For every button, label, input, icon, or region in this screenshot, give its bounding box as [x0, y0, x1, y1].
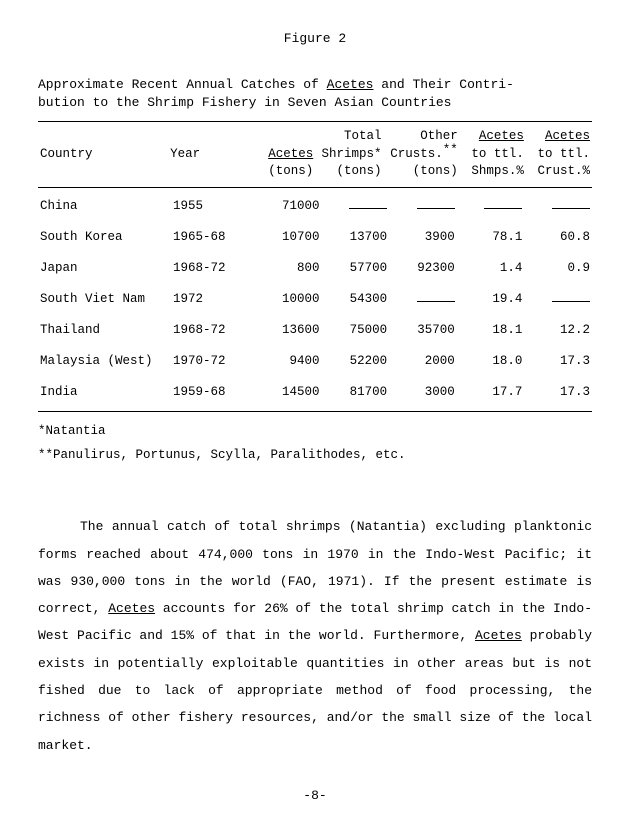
cell [524, 284, 592, 315]
footnote-1: *Natantia [38, 420, 592, 444]
page-number: -8- [38, 787, 592, 805]
footnote-2: **Panulirus, Portunus, Scylla, Paralitho… [38, 444, 592, 468]
cell: 800 [254, 253, 322, 284]
cell: South Viet Nam [38, 284, 171, 315]
hdr-crusts: OtherCrusts.**(tons) [383, 125, 459, 184]
cell: 3900 [389, 222, 457, 253]
cell: 1968-72 [171, 253, 254, 284]
cell: 81700 [322, 377, 390, 408]
data-table: Country Year Acetes(tons) TotalShrimps*(… [38, 125, 592, 184]
caption-acetes: Acetes [327, 77, 374, 92]
data-table-body: China195571000South Korea1965-6810700137… [38, 191, 592, 408]
cell: 18.0 [457, 346, 525, 377]
hdr-shrimps: TotalShrimps*(tons) [315, 125, 383, 184]
cell: 13600 [254, 315, 322, 346]
table-header: Country Year Acetes(tons) TotalShrimps*(… [38, 125, 592, 184]
table-row: South Viet Nam19721000054300 19.4 [38, 284, 592, 315]
cell: 10700 [254, 222, 322, 253]
para-text: probably exists in potentially exploitab… [38, 628, 592, 752]
cell: South Korea [38, 222, 171, 253]
cell: 13700 [322, 222, 390, 253]
cell: 1959-68 [171, 377, 254, 408]
cell: 75000 [322, 315, 390, 346]
cell: 2000 [389, 346, 457, 377]
cell: 12.2 [524, 315, 592, 346]
cell: 71000 [254, 191, 322, 222]
cell: 18.1 [457, 315, 525, 346]
cell: 92300 [389, 253, 457, 284]
cell [457, 191, 525, 222]
hdr-acetes: Acetes(tons) [249, 125, 315, 184]
cell: Japan [38, 253, 171, 284]
cell: 3000 [389, 377, 457, 408]
cell: 35700 [389, 315, 457, 346]
cell: 1968-72 [171, 315, 254, 346]
cell: 1955 [171, 191, 254, 222]
para-acetes: Acetes [108, 601, 155, 616]
table-row: India1959-681450081700300017.717.3 [38, 377, 592, 408]
cell: 54300 [322, 284, 390, 315]
cell: 10000 [254, 284, 322, 315]
cell: 78.1 [457, 222, 525, 253]
cell: 60.8 [524, 222, 592, 253]
cell: 17.7 [457, 377, 525, 408]
hdr-a2c: Acetesto ttl.Crust.% [526, 125, 592, 184]
cell: 57700 [322, 253, 390, 284]
cell: Malaysia (West) [38, 346, 171, 377]
table-row: China195571000 [38, 191, 592, 222]
cell: 1970-72 [171, 346, 254, 377]
hdr-country: Country [38, 125, 168, 184]
cell [322, 191, 390, 222]
table-row: South Korea1965-681070013700390078.160.8 [38, 222, 592, 253]
cell: 52200 [322, 346, 390, 377]
cell: 1972 [171, 284, 254, 315]
cell: China [38, 191, 171, 222]
table-rule-mid [38, 187, 592, 188]
cell: 17.3 [524, 346, 592, 377]
cell: 14500 [254, 377, 322, 408]
cell [524, 191, 592, 222]
cell: India [38, 377, 171, 408]
hdr-a2s: Acetesto ttl.Shmps.% [460, 125, 526, 184]
caption-text: bution to the Shrimp Fishery in Seven As… [38, 95, 451, 110]
table-row: Thailand1968-7213600750003570018.112.2 [38, 315, 592, 346]
table-rule-top [38, 121, 592, 122]
table-row: Malaysia (West)1970-72940052200200018.01… [38, 346, 592, 377]
cell [389, 284, 457, 315]
cell [389, 191, 457, 222]
cell: Thailand [38, 315, 171, 346]
table-caption: Approximate Recent Annual Catches of Ace… [38, 76, 592, 111]
para-acetes: Acetes [475, 628, 522, 643]
table-row: Japan1968-7280057700923001.40.9 [38, 253, 592, 284]
footnotes: *Natantia **Panulirus, Portunus, Scylla,… [38, 420, 592, 468]
cell: 1.4 [457, 253, 525, 284]
body-paragraph: The annual catch of total shrimps (Natan… [38, 513, 592, 759]
cell: 17.3 [524, 377, 592, 408]
hdr-year: Year [168, 125, 249, 184]
cell: 0.9 [524, 253, 592, 284]
caption-text: and Their Contri- [373, 77, 513, 92]
cell: 19.4 [457, 284, 525, 315]
figure-label: Figure 2 [38, 30, 592, 48]
caption-text: Approximate Recent Annual Catches of [38, 77, 327, 92]
table-rule-bottom [38, 411, 592, 412]
cell: 1965-68 [171, 222, 254, 253]
cell: 9400 [254, 346, 322, 377]
